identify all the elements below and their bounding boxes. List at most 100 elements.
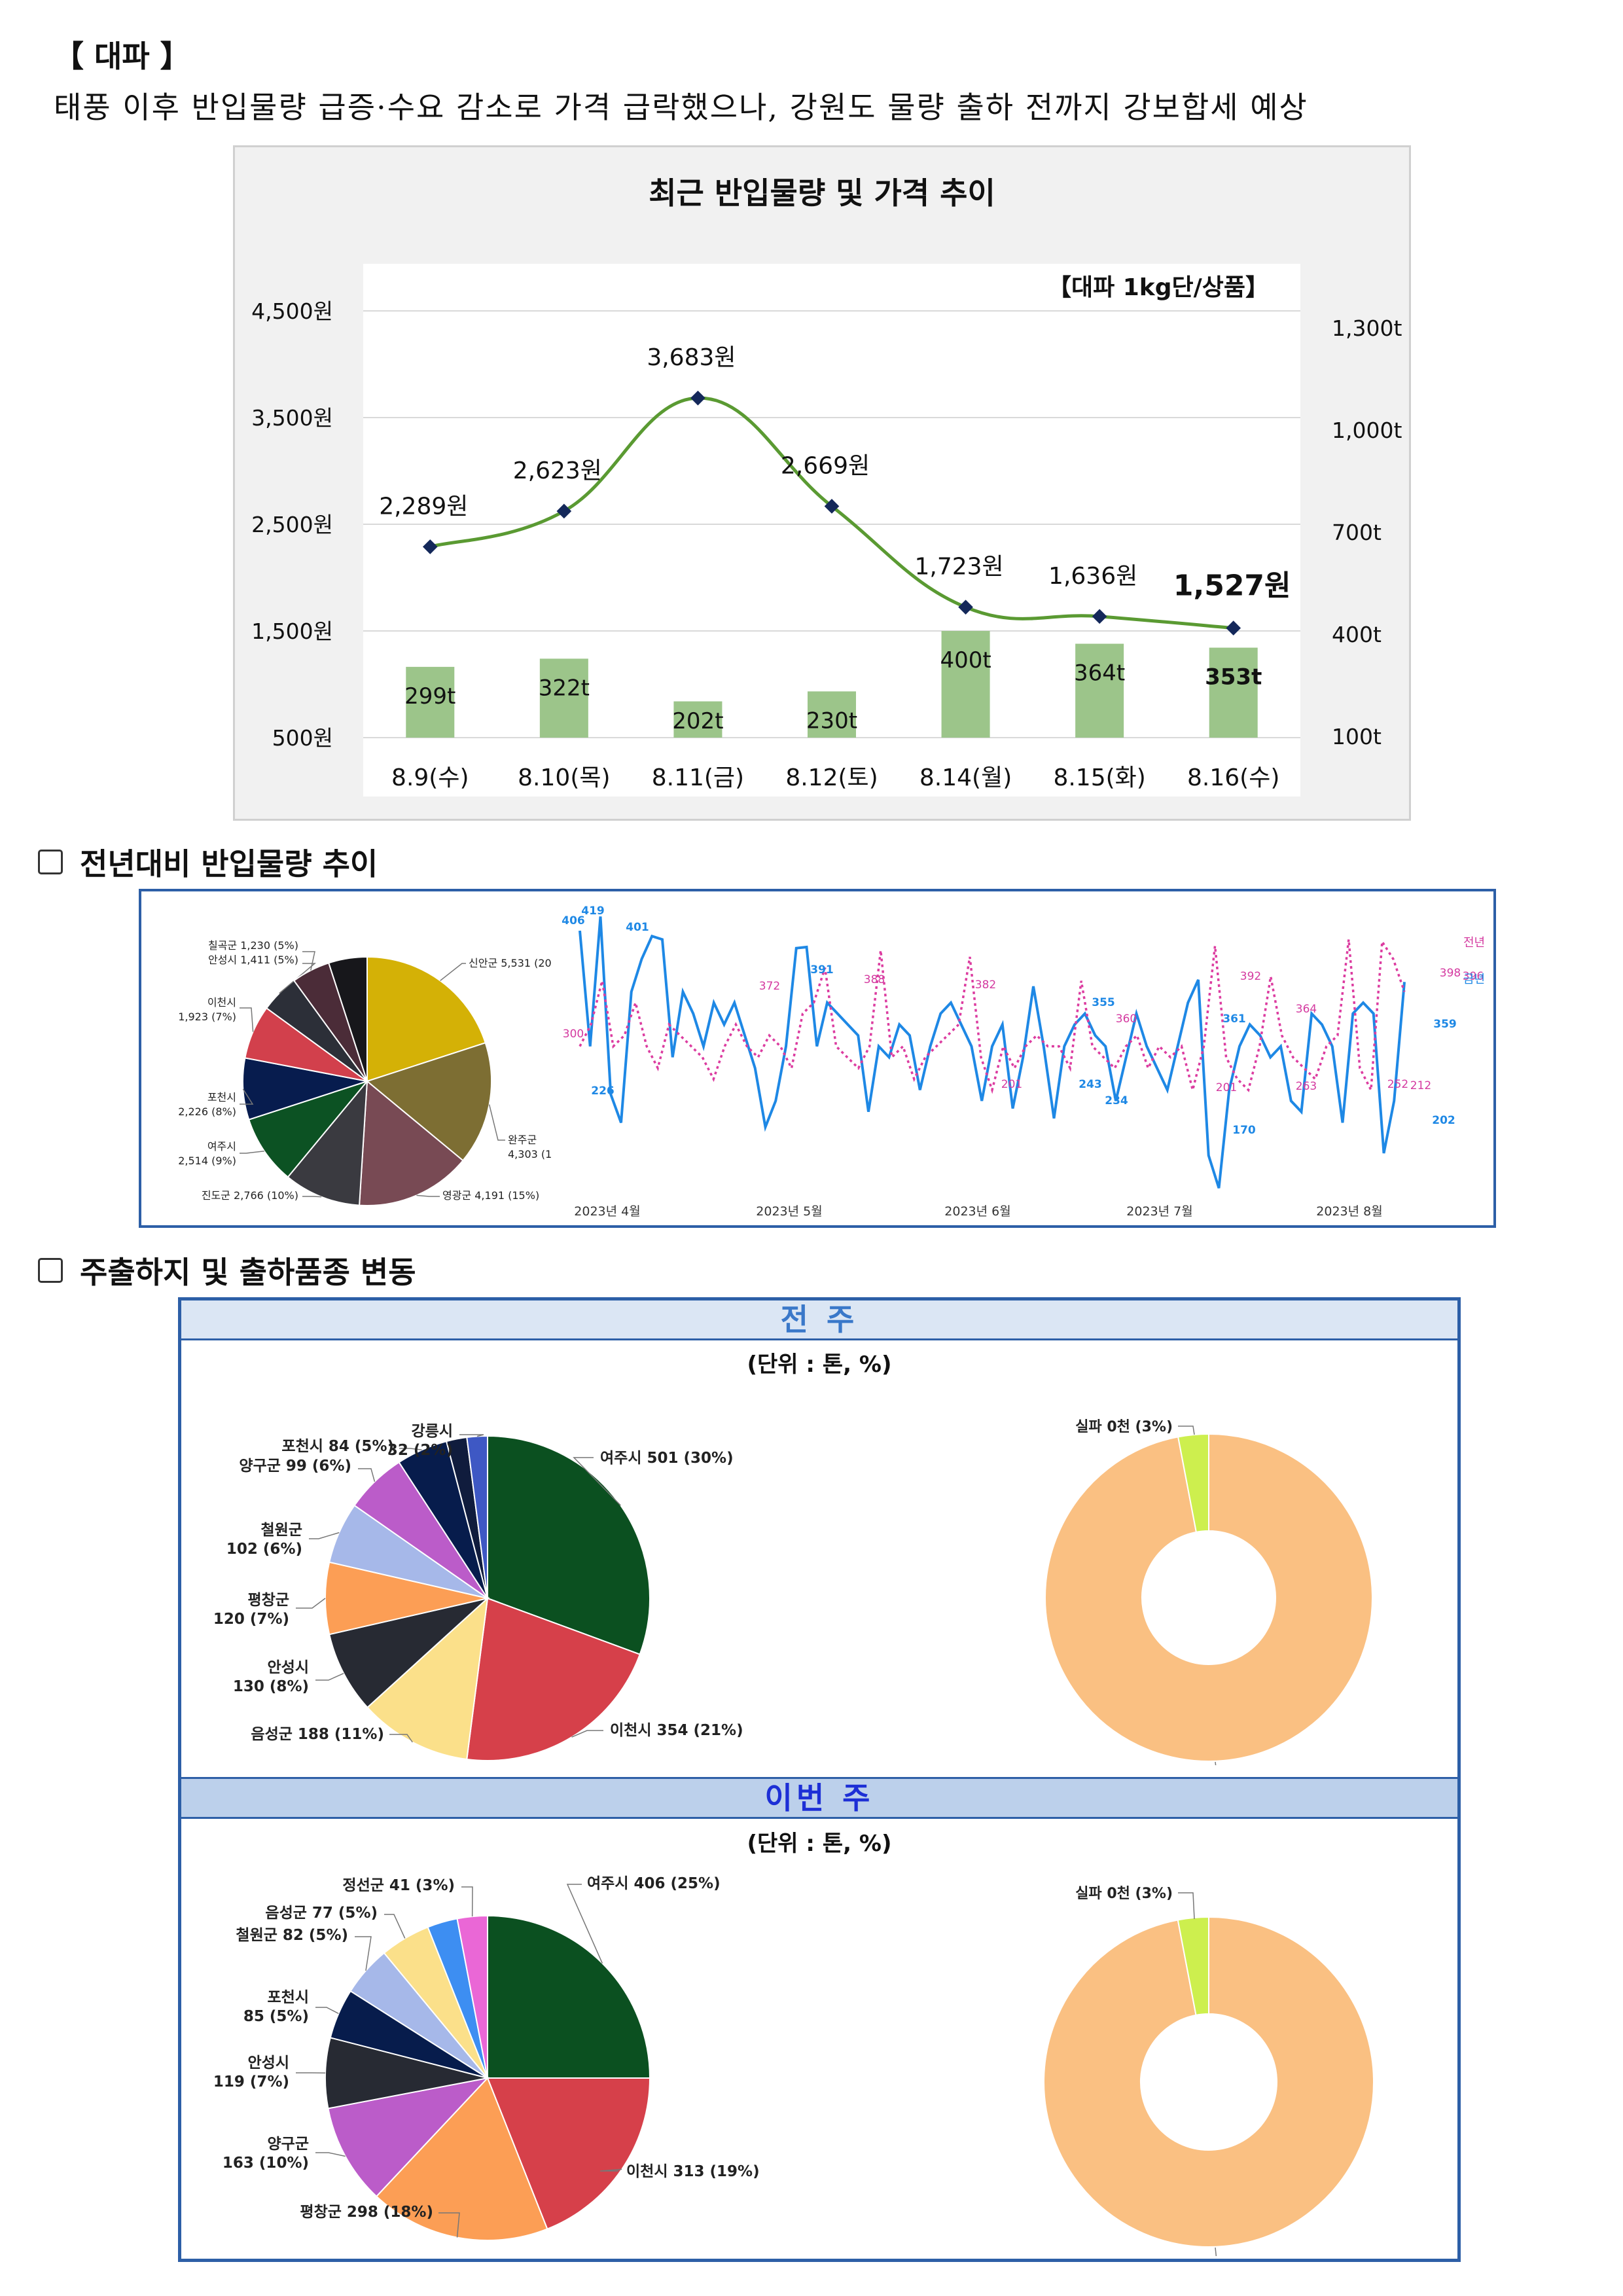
x-tick-label: 8.14(월) — [919, 764, 1012, 791]
point-label: 243 — [1079, 1078, 1102, 1091]
slice-label: 칠곡군 1,230 (5%) — [208, 939, 298, 952]
slice-label: 포천시 84 (5%) — [281, 1438, 394, 1455]
x-tick-label: 2023년 8월 — [1316, 1204, 1382, 1219]
leader-line — [240, 1151, 264, 1154]
point-label: 406 — [562, 914, 585, 927]
chart-note: 【대파 1kg단/상품】 — [1048, 274, 1269, 301]
x-tick-label: 8.9(수) — [391, 764, 469, 791]
slice-label: 양구군 99 (6%) — [239, 1458, 351, 1475]
slice-label: 강릉시 — [412, 1423, 453, 1440]
leader-line — [240, 1007, 254, 1032]
chart-title: 최근 반입물량 및 가격 추이 — [649, 175, 995, 211]
checkbox-icon — [38, 850, 63, 874]
volume-label: 230t — [806, 708, 857, 734]
leader-line — [599, 2168, 622, 2172]
slice-label: 이천시 354 (21%) — [610, 1722, 743, 1739]
x-tick-label: 8.15(화) — [1053, 764, 1145, 791]
slice-label: 완주군 — [508, 1134, 537, 1146]
price-point — [1226, 620, 1241, 636]
y-left-tick-label: 2,500원 — [251, 512, 333, 537]
price-point — [556, 503, 572, 519]
y-right-tick-label: 1,000t — [1332, 418, 1402, 443]
leader-line — [309, 1532, 340, 1539]
leader-line — [1178, 1892, 1195, 1920]
leader-line — [296, 1598, 326, 1609]
volume-bar — [941, 631, 990, 738]
slice-label: 2,514 (9%) — [178, 1155, 236, 1167]
leader-line — [461, 1886, 473, 1917]
grid-lines — [363, 310, 1300, 738]
this-week-pie: 여주시 406 (25%) 이천시 313 (19%) 평창군 298 (18%) 양… — [213, 1875, 760, 2241]
slice-label: 2,226 (8%) — [178, 1105, 236, 1118]
point-label: 391 — [810, 963, 834, 977]
y-left-tick-label: 1,500원 — [251, 619, 333, 644]
slice-label: 음성군 188 (11%) — [251, 1726, 384, 1743]
slice-label: 여주시 406 (25%) — [587, 1875, 721, 1892]
legend-label: 금년 — [1463, 973, 1485, 986]
unit-label: (단위 : 톤, %) — [747, 1831, 892, 1857]
point-label: 361 — [1222, 1013, 1246, 1026]
pie-slice — [466, 1597, 641, 1761]
y-right-tick-label: 1,300t — [1332, 315, 1402, 341]
slice-label: 120 (7%) — [213, 1611, 289, 1628]
volume-label: 299t — [404, 683, 455, 709]
slice-label: 포천시 — [207, 1091, 236, 1103]
slice-label: 이천시 313 (19%) — [626, 2163, 760, 2180]
pie-slice — [287, 1079, 368, 1206]
legend-label: 전년 — [1463, 936, 1485, 950]
this-week-band: 이번 주 — [181, 1779, 1457, 1817]
slice-label: 32 (2%) — [387, 1442, 453, 1459]
volume-label: 364t — [1074, 660, 1125, 687]
leader-line — [1215, 2247, 1217, 2256]
pie-slice — [466, 1435, 488, 1599]
slice-label: 음성군 77 (5%) — [265, 1905, 378, 1922]
slice-label: 여주시 501 (30%) — [600, 1450, 734, 1467]
pie-slice — [327, 2077, 490, 2198]
point-label: 396 — [1463, 970, 1484, 983]
y-right-tick-label: 700t — [1332, 520, 1382, 545]
point-label: 201 — [1216, 1081, 1237, 1094]
section-label: 주출하지 및 출하품종 변동 — [80, 1255, 416, 1290]
pie-slice — [366, 956, 486, 1083]
price-label: 3,683원 — [647, 344, 736, 371]
volume-bar — [1209, 647, 1258, 738]
point-label: 401 — [626, 921, 649, 934]
slice-label: 철원군 82 (5%) — [236, 1927, 348, 1944]
slice-label: 평창군 298 (18%) — [300, 2204, 433, 2221]
point-label: 170 — [1232, 1124, 1256, 1137]
prev-week-donut: 대파(일반) 2천 (97%)실파 0천 (3%) — [1044, 1419, 1373, 1765]
series-line — [579, 916, 1406, 1189]
leader-line — [440, 963, 466, 981]
point-label: 202 — [1432, 1114, 1455, 1127]
point-label: 300 — [563, 1028, 584, 1041]
leader-line — [1215, 1761, 1217, 1765]
point-label: 364 — [1296, 1003, 1317, 1016]
slice-label: 85 (5%) — [243, 2008, 309, 2025]
price-point — [824, 499, 840, 514]
point-label: 355 — [1092, 996, 1115, 1009]
price-volume-chart-panel: 최근 반입물량 및 가격 추이 【대파 1kg단/상품】 4,500원 3,500… — [233, 145, 1411, 821]
pie-slice — [1177, 1916, 1209, 2017]
point-label: 419 — [581, 905, 605, 918]
weekly-origin-panel: 전 주 (단위 : 톤, %) 여주시 501 (30%) 이천시 354 (21… — [178, 1297, 1461, 2262]
leader-line — [459, 1434, 484, 1437]
pie-slice — [1043, 1916, 1374, 2248]
slice-label: 여주시 — [207, 1140, 236, 1153]
slice-label: 119 (7%) — [213, 2073, 289, 2090]
slice-label: 안성시 1,411 (5%) — [208, 954, 298, 966]
x-tick-label: 8.16(수) — [1187, 764, 1279, 791]
section-heading-origins: 주출하지 및 출하품종 변동 — [38, 1249, 416, 1292]
slice-label: 163 (10%) — [223, 2155, 309, 2172]
leader-line — [279, 963, 317, 994]
slice-label: 평창군 — [248, 1592, 289, 1609]
leader-line — [315, 1673, 344, 1681]
checkbox-icon — [38, 1258, 63, 1283]
slice-label: 진도군 2,766 (10%) — [202, 1189, 298, 1202]
slice-label: 1,923 (7%) — [178, 1011, 236, 1023]
volume-label: 400t — [940, 647, 991, 673]
slice-label: 안성시 — [248, 2054, 289, 2072]
price-label: 1,527원 — [1173, 569, 1291, 603]
point-label: 388 — [864, 973, 885, 986]
slice-label: 철원군 — [261, 1522, 302, 1539]
y-left-tick-label: 3,500원 — [251, 405, 333, 431]
